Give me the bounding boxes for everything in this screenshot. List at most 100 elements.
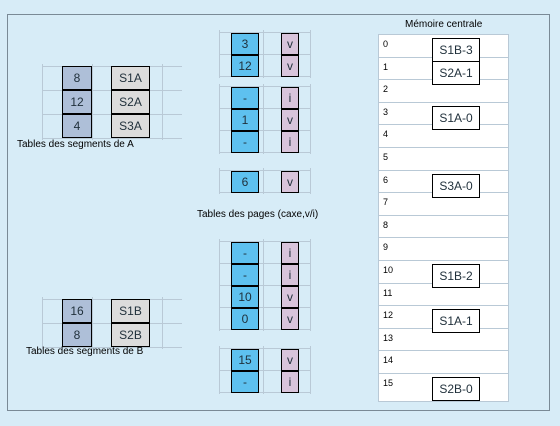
grid-line [42, 138, 182, 139]
page-frame-cell: - [231, 131, 259, 153]
grid-line [219, 346, 220, 394]
page-valid-cell: v [281, 171, 299, 193]
page-valid-cell: v [281, 286, 299, 308]
grid-line [219, 170, 310, 171]
grid-line [310, 346, 311, 394]
grid-line [219, 32, 310, 33]
grid-line [310, 168, 311, 194]
memory-row-line [378, 102, 509, 103]
memory-row-line [378, 215, 509, 216]
grid-line [162, 64, 163, 140]
segment-name-cell: S3A [111, 114, 150, 138]
page-valid-cell: v [281, 308, 299, 330]
segment-name-cell: S1A [111, 66, 150, 90]
grid-line [263, 84, 264, 154]
grid-line [42, 64, 43, 140]
memory-frame-index: 15 [383, 378, 394, 388]
grid-line [219, 392, 310, 393]
grid-line [42, 347, 182, 348]
segment-table-b-caption: Tables des segments de B [26, 346, 144, 357]
grid-line [219, 108, 310, 109]
page-frame-cell: 12 [231, 55, 259, 77]
memory-row-line [378, 260, 509, 261]
page-valid-cell: i [281, 264, 299, 286]
memory-frame-index: 7 [383, 197, 389, 207]
segment-base-cell: 8 [62, 66, 92, 90]
grid-line [219, 370, 310, 371]
diagram-frame [7, 14, 550, 411]
grid-line [219, 152, 310, 153]
grid-line [219, 241, 310, 242]
page-valid-cell: v [281, 109, 299, 131]
grid-line [263, 30, 264, 78]
memory-row-line [378, 237, 509, 238]
segment-name-cell: S2A [111, 90, 150, 114]
grid-line [219, 307, 310, 308]
memory-frame-index: 14 [383, 355, 394, 365]
segment-base-cell: 16 [62, 299, 92, 323]
grid-line [92, 297, 93, 349]
memory-block: S1B-2 [432, 264, 480, 288]
grid-line [92, 64, 93, 140]
grid-line [219, 263, 310, 264]
grid-line [219, 329, 310, 330]
page-valid-cell: i [281, 242, 299, 264]
memory-block: S1A-0 [432, 106, 480, 130]
grid-line [219, 30, 220, 78]
memory-row-line [378, 350, 509, 351]
grid-line [219, 239, 220, 331]
memory-block: S3A-0 [432, 174, 480, 198]
page-valid-cell: i [281, 371, 299, 393]
grid-line [219, 54, 310, 55]
segment-name-cell: S1B [111, 299, 150, 323]
page-frame-cell: - [231, 264, 259, 286]
memory-frame-index: 10 [383, 265, 394, 275]
grid-line [219, 348, 310, 349]
grid-line [219, 285, 310, 286]
grid-line [219, 130, 310, 131]
page-frame-cell: 1 [231, 109, 259, 131]
page-valid-cell: v [281, 349, 299, 371]
grid-line [263, 346, 264, 394]
page-frame-cell: 3 [231, 33, 259, 55]
page-frame-cell: 15 [231, 349, 259, 371]
memory-title: Mémoire centrale [405, 19, 483, 30]
memory-frame-index: 1 [383, 62, 389, 72]
grid-line [219, 76, 310, 77]
memory-frame-index: 3 [383, 107, 389, 117]
page-frame-cell: 10 [231, 286, 259, 308]
page-frame-cell: - [231, 87, 259, 109]
page-valid-cell: v [281, 55, 299, 77]
page-frame-cell: 0 [231, 308, 259, 330]
memory-frame-index: 8 [383, 220, 389, 230]
memory-row-line [378, 170, 509, 171]
grid-line [310, 239, 311, 331]
page-valid-cell: v [281, 33, 299, 55]
grid-line [162, 297, 163, 349]
memory-block: S2B-0 [432, 377, 480, 401]
memory-block: S1A-1 [432, 309, 480, 333]
memory-block: S2A-1 [432, 61, 480, 85]
memory-frame-index: 2 [383, 84, 389, 94]
page-frame-cell: - [231, 242, 259, 264]
segment-base-cell: 8 [62, 323, 92, 347]
memory-frame-index: 5 [383, 152, 389, 162]
page-tables-caption: Tables des pages (caxe,v/i) [197, 209, 319, 220]
memory-frame-index: 11 [383, 288, 393, 298]
segment-table-a-caption: Tables des segments de A [17, 139, 134, 150]
grid-line [263, 168, 264, 194]
memory-frame-index: 9 [383, 242, 389, 252]
grid-line [42, 297, 43, 349]
segment-base-cell: 4 [62, 114, 92, 138]
segment-base-cell: 12 [62, 90, 92, 114]
page-frame-cell: 6 [231, 171, 259, 193]
memory-frame-index: 12 [383, 310, 394, 320]
memory-row-line [378, 147, 509, 148]
grid-line [219, 86, 310, 87]
grid-line [219, 84, 220, 154]
memory-frame-index: 13 [383, 333, 394, 343]
grid-line [219, 192, 310, 193]
memory-frame-index: 6 [383, 175, 389, 185]
segment-name-cell: S2B [111, 323, 150, 347]
memory-column [378, 34, 509, 402]
